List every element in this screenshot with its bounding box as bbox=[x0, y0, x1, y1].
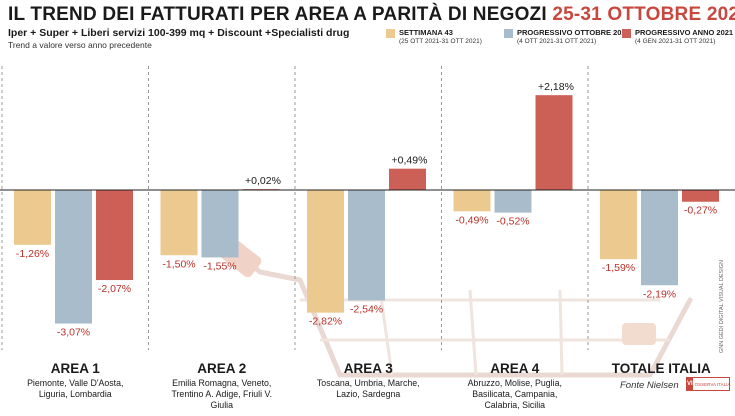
category-detail: Liguria, Lombardia bbox=[39, 389, 112, 399]
bar bbox=[453, 190, 491, 212]
category-detail: Toscana, Umbria, Marche, bbox=[317, 378, 420, 388]
data-label: +0,49% bbox=[392, 155, 428, 167]
chart-subtitle: Iper + Super + Liberi servizi 100-399 mq… bbox=[8, 27, 350, 39]
legend-dates-october: (4 OTT 2021-31 OTT 2021) bbox=[517, 38, 597, 45]
category-detail: Basilicata, Campania, bbox=[472, 389, 557, 399]
cart-wheel bbox=[622, 323, 656, 345]
legend-dates-year: (4 GEN 2021-31 OTT 2021) bbox=[635, 38, 716, 45]
osserva-italia-logo: VI OSSERVA ITALIA bbox=[686, 377, 730, 391]
data-label: -0,27% bbox=[684, 205, 717, 217]
graphic-credit: GNN GEDI DIGITAL VISUAL DESIGN bbox=[719, 260, 725, 354]
cart-grid bbox=[300, 289, 670, 376]
category-label: AREA 1 bbox=[51, 361, 101, 376]
chart-note: Trend a valore verso anno precedente bbox=[8, 40, 152, 50]
legend-label-week: SETTIMANA 43 bbox=[399, 28, 453, 37]
bar bbox=[535, 95, 573, 190]
category-label: AREA 4 bbox=[490, 361, 540, 376]
data-label: +2,18% bbox=[538, 81, 574, 93]
category-detail: Emilia Romagna, Veneto, bbox=[172, 378, 271, 388]
bar bbox=[494, 190, 532, 213]
bar bbox=[348, 190, 385, 301]
data-label: +0,02% bbox=[245, 175, 281, 187]
category-label: AREA 2 bbox=[197, 361, 246, 376]
legend-label-october: PROGRESSIVO OTTOBRE 2021 bbox=[517, 28, 630, 37]
category-detail: Calabria, Sicilia bbox=[484, 400, 545, 410]
data-label: -2,19% bbox=[643, 288, 676, 300]
category-detail: Giulia bbox=[211, 400, 234, 410]
data-label: -1,26% bbox=[16, 248, 49, 260]
bar bbox=[160, 190, 198, 256]
data-label: -1,59% bbox=[602, 262, 635, 274]
category-detail: Lazio, Sardegna bbox=[336, 389, 400, 399]
bar bbox=[14, 190, 51, 245]
chart-title: IL TREND DEI FATTURATI PER AREA A PARITÀ… bbox=[8, 4, 735, 26]
chart-title-dates: 25-31 OTTOBRE 2021 bbox=[552, 4, 735, 25]
chart-title-main: IL TREND DEI FATTURATI PER AREA A PARITÀ… bbox=[8, 4, 547, 25]
bar bbox=[641, 190, 678, 286]
bar bbox=[201, 190, 239, 258]
bar bbox=[96, 190, 133, 281]
category-detail: Abruzzo, Molise, Puglia, bbox=[468, 378, 562, 388]
data-label: -2,07% bbox=[98, 283, 131, 295]
data-label: -0,49% bbox=[455, 214, 488, 226]
logo-mark: VI bbox=[687, 378, 693, 390]
bar bbox=[55, 190, 92, 324]
legend-swatch-week bbox=[386, 29, 395, 38]
data-source: Fonte Nielsen bbox=[620, 380, 679, 391]
data-label: -1,50% bbox=[162, 258, 195, 270]
legend-label-year: PROGRESSIVO ANNO 2021 bbox=[635, 28, 734, 37]
bar bbox=[307, 190, 344, 313]
bar bbox=[682, 190, 719, 202]
legend-dates-week: (25 OTT 2021-31 OTT 2021) bbox=[399, 38, 482, 45]
category-detail: Piemonte, Valle D'Aosta, bbox=[27, 378, 123, 388]
bar bbox=[600, 190, 637, 260]
legend-swatch-year bbox=[622, 29, 631, 38]
data-label: -3,07% bbox=[57, 327, 90, 339]
data-label: -0,52% bbox=[496, 216, 529, 228]
data-label: -2,82% bbox=[309, 316, 342, 328]
category-detail: Trentino A. Adige, Friuli V. bbox=[171, 389, 272, 399]
legend-swatch-october bbox=[504, 29, 513, 38]
bar bbox=[389, 168, 426, 190]
category-label: AREA 3 bbox=[344, 361, 394, 376]
category-label: TOTALE ITALIA bbox=[612, 361, 711, 376]
logo-text: OSSERVA ITALIA bbox=[694, 381, 731, 387]
data-label: -1,55% bbox=[203, 260, 236, 272]
data-label: -2,54% bbox=[350, 303, 383, 315]
